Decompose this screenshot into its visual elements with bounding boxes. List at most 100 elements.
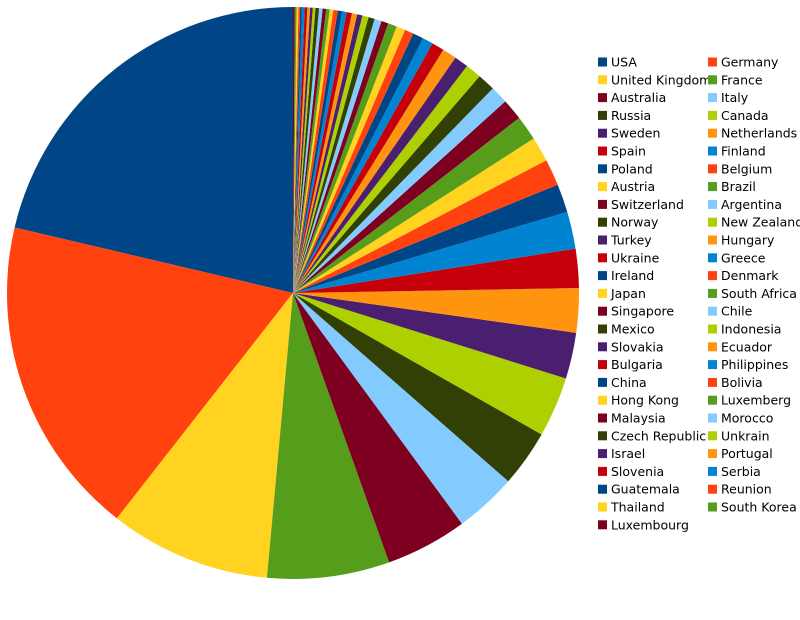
legend-swatch [598, 146, 607, 156]
pie-slice [293, 33, 423, 293]
legend-label: Luxembourg [611, 517, 689, 532]
legend-swatch [708, 182, 717, 192]
legend-label: Hungary [721, 233, 775, 248]
legend-swatch [598, 110, 607, 120]
pie-slice [6, 227, 293, 519]
legend-label: Ukraine [611, 250, 660, 265]
legend-swatch [598, 395, 607, 405]
legend-swatch [598, 466, 607, 476]
legend-swatch [708, 164, 717, 174]
legend-swatch [598, 377, 607, 387]
pie-slice [293, 7, 302, 293]
legend-swatch [708, 235, 717, 245]
legend-label: Unkrain [721, 428, 770, 443]
legend-label: Argentina [721, 197, 782, 212]
legend-label: China [611, 375, 647, 390]
pie-slice [293, 7, 316, 293]
pie-slice [293, 7, 301, 294]
legend-swatch [708, 199, 717, 209]
legend-label: Serbia [721, 464, 761, 479]
legend-label: USA [611, 55, 637, 70]
pie-slice [293, 248, 579, 293]
legend-swatch [598, 57, 607, 67]
legend-label: Luxemberg [721, 393, 791, 408]
legend-label: Reunion [721, 482, 772, 497]
legend-label: Guatemala [611, 482, 680, 497]
legend-label: Austria [611, 179, 655, 194]
legend-label: Greece [721, 250, 766, 265]
pie-slice [293, 293, 462, 563]
legend-label: Denmark [721, 268, 779, 283]
pie-slice [293, 29, 414, 294]
legend-swatch [598, 75, 607, 85]
legend-swatch [598, 342, 607, 352]
pie-slice [293, 7, 297, 294]
legend-swatch [708, 466, 717, 476]
pie-slice [293, 293, 566, 435]
pie-slice [293, 293, 509, 524]
legend-swatch [708, 449, 717, 459]
legend-label: Spain [611, 144, 646, 159]
legend-swatch [598, 324, 607, 334]
pie-slice [293, 9, 334, 294]
legend-label: Slovenia [611, 464, 664, 479]
legend-swatch [598, 306, 607, 316]
legend-swatch [708, 360, 717, 370]
legend-swatch [708, 93, 717, 103]
legend-label: Sweden [611, 126, 660, 141]
legend-swatch [598, 253, 607, 263]
pie-slice [293, 7, 299, 294]
legend-swatch [708, 377, 717, 387]
pie-slice [293, 14, 363, 294]
legend-label: New Zealand [721, 215, 800, 230]
pie-slice [293, 184, 568, 293]
legend-label: Japan [610, 286, 646, 301]
legend-swatch [708, 217, 717, 227]
pie-slice [266, 293, 390, 579]
legend-swatch [708, 271, 717, 281]
pie-slice [293, 7, 320, 293]
legend-label: Turkey [610, 233, 652, 248]
legend-swatch [708, 128, 717, 138]
pie-slice [293, 293, 577, 379]
legend-swatch [598, 164, 607, 174]
legend-swatch [708, 288, 717, 298]
legend-label: Chile [721, 304, 753, 319]
legend-swatch [708, 413, 717, 423]
pie-slice [293, 8, 323, 293]
legend-label: Bolivia [721, 375, 763, 390]
pie-slice [293, 138, 547, 293]
legend-swatch [708, 431, 717, 441]
legend-swatch [598, 288, 607, 298]
legend-swatch [598, 235, 607, 245]
legend-swatch [708, 306, 717, 316]
pie-slice [293, 66, 480, 293]
legend-label: Singapore [611, 304, 674, 319]
legend-label: Mexico [611, 322, 655, 337]
pie-slice [293, 11, 347, 293]
legend-label: Norway [611, 215, 659, 230]
legend-label: United Kingdom [611, 72, 711, 87]
legend-label: Thailand [610, 500, 665, 515]
legend-label: Hong Kong [611, 393, 679, 408]
pie-slice [293, 13, 358, 293]
pie-slice [293, 8, 330, 293]
pie-slice [293, 17, 375, 293]
legend-label: Finland [721, 144, 766, 159]
pie-slice [293, 117, 534, 293]
pie-slice [293, 101, 520, 293]
legend-label: Belgium [721, 161, 772, 176]
legend-label: Philippines [721, 357, 788, 372]
pie-slice [293, 43, 444, 293]
legend-label: Bulgaria [611, 357, 663, 372]
legend-swatch [598, 182, 607, 192]
legend-swatch [598, 217, 607, 227]
legend-swatch [708, 395, 717, 405]
legend-swatch [708, 342, 717, 352]
legend-swatch [598, 520, 607, 530]
legend-swatch [708, 502, 717, 512]
pie-slice [293, 288, 579, 333]
pie-slice [293, 9, 338, 293]
legend-label: France [721, 72, 763, 87]
